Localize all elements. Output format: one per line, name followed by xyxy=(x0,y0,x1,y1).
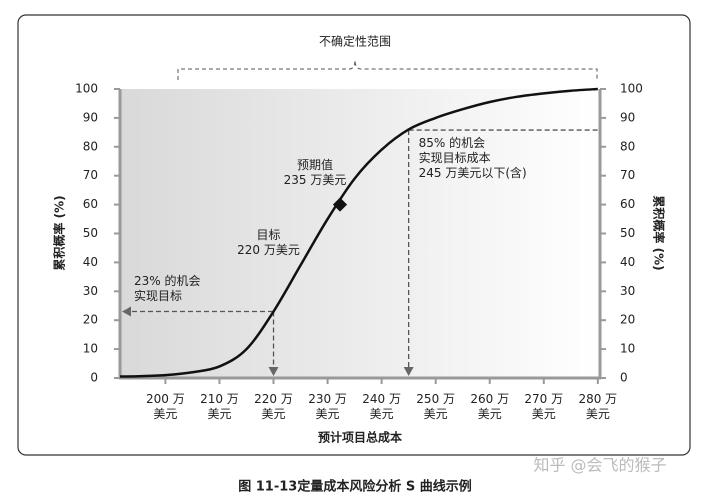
y-tick-label: 30 xyxy=(83,284,98,298)
y2-tick-label: 60 xyxy=(620,197,635,211)
y-tick-label: 90 xyxy=(83,110,98,124)
x-tick-label: 280 万 美元 xyxy=(578,392,618,421)
y-tick-label: 50 xyxy=(83,226,98,240)
y-tick-label: 10 xyxy=(83,342,98,356)
expected-marker xyxy=(332,197,348,212)
y-tick-label: 60 xyxy=(83,197,98,211)
x-tick-label: 270 万 美元 xyxy=(524,392,564,421)
x-tick-label: 240 万 美元 xyxy=(362,392,401,421)
y2-tick-label: 10 xyxy=(620,342,635,356)
y-tick-label: 70 xyxy=(83,168,98,182)
x-tick-label: 260 万 美元 xyxy=(470,392,510,421)
x-tick-label: 220 万 美元 xyxy=(254,392,293,421)
caption: 图 11-13定量成本风险分析 S 曲线示例 xyxy=(238,479,472,495)
plot-area xyxy=(120,89,600,378)
y2-tick-label: 90 xyxy=(620,110,635,124)
target-label: 目标 220 万美元 xyxy=(237,227,300,257)
x-axis-title: 预计项目总成本 xyxy=(318,430,402,445)
x-tick-label: 250 万 美元 xyxy=(416,392,456,421)
y2-tick-label: 0 xyxy=(620,371,628,385)
y-tick-label: 20 xyxy=(83,313,98,327)
y-tick-label: 80 xyxy=(83,139,98,153)
x-tick-label: 210 万 美元 xyxy=(200,392,239,421)
y2-tick-label: 30 xyxy=(620,284,635,298)
expected-label: 预期值 235 万美元 xyxy=(283,157,347,187)
y2-tick-label: 40 xyxy=(620,255,635,269)
y-tick-label: 100 xyxy=(75,82,98,96)
y-tick-label: 40 xyxy=(83,255,98,269)
range-label: 不确定性范围 xyxy=(319,34,391,49)
target-arrow-left xyxy=(122,306,131,317)
target-arrow-down xyxy=(268,367,279,376)
watermark: 知乎 @会飞的猴子 xyxy=(533,456,666,475)
x-tick-label: 200 万 美元 xyxy=(146,392,185,421)
y2-tick-label: 100 xyxy=(620,82,643,96)
range-brace xyxy=(177,59,598,80)
target-chance-label: 23% 的机会 实现目标 xyxy=(134,273,201,303)
y2-tick-label: 80 xyxy=(620,139,635,153)
x-tick-label: 230 万 美元 xyxy=(308,392,347,421)
cost85-arrow-down xyxy=(403,367,414,376)
y-axis-title: 累积概率 (%) xyxy=(52,195,67,270)
y2-tick-label: 20 xyxy=(620,313,635,327)
y2-tick-label: 50 xyxy=(620,226,635,240)
y2-tick-label: 70 xyxy=(620,168,635,182)
cdf-curve xyxy=(119,87,598,378)
cost85-label: 85% 的机会 实现目标成本 245 万美元以下(含) xyxy=(418,136,527,181)
y2-axis-title: 累积概率 (%) xyxy=(652,195,667,270)
y-tick-label: 0 xyxy=(90,371,98,385)
